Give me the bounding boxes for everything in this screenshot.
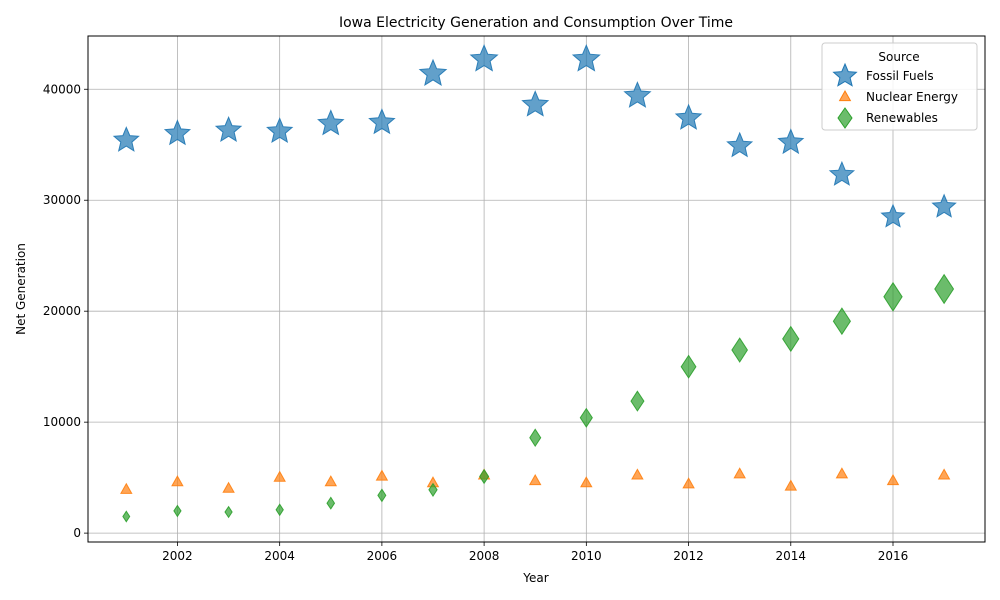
renewables-point — [579, 407, 593, 428]
fossil-fuels-point — [163, 119, 192, 146]
renewables-point — [883, 281, 903, 312]
nuclear-energy-point — [886, 473, 900, 486]
legend-label-nuclear-energy: Nuclear Energy — [866, 90, 958, 104]
legend-marker-fossil-fuels — [832, 62, 858, 87]
legend-label-fossil-fuels: Fossil Fuels — [866, 69, 934, 83]
axis-ticks: 2002 2004 2006 2008 2010 2012 2014 2016 0 10000 20… — [43, 82, 908, 563]
renewables-point — [630, 390, 645, 412]
fossil-fuels-point — [571, 43, 601, 72]
renewables-point — [275, 503, 284, 517]
renewables-point — [428, 482, 438, 498]
fossil-fuels-point — [674, 103, 703, 130]
x-tick-label: 2014 — [776, 549, 807, 563]
renewables-point — [832, 307, 851, 336]
x-axis-label: Year — [522, 571, 548, 585]
x-tick-label: 2006 — [367, 549, 398, 563]
renewables-point — [934, 273, 955, 305]
fossil-fuels-point — [368, 108, 396, 135]
fossil-fuels-point — [880, 203, 906, 228]
fossil-fuels-point — [112, 126, 140, 152]
fossil-fuels-point — [726, 131, 754, 158]
renewables-point — [377, 488, 387, 503]
nuclear-energy-point — [273, 470, 286, 482]
fossil-fuels-point — [418, 58, 448, 86]
renewables-point — [782, 325, 800, 353]
y-tick-label: 10000 — [43, 415, 81, 429]
chart-title: Iowa Electricity Generation and Consumpt… — [339, 15, 733, 31]
x-tick-label: 2016 — [878, 549, 909, 563]
legend-marker-renewables — [837, 107, 853, 129]
nuclear-energy-point — [937, 468, 951, 480]
nuclear-energy-point — [733, 467, 746, 479]
y-axis-label: Net Generation — [14, 243, 28, 335]
fossil-fuels-point — [266, 117, 294, 144]
nuclear-energy-point — [580, 476, 593, 488]
fossil-fuels-point — [469, 43, 499, 72]
nuclear-energy-point — [784, 479, 798, 491]
fossil-fuels-point — [828, 160, 856, 186]
nuclear-energy-point — [528, 473, 542, 486]
data-points — [112, 43, 957, 523]
nuclear-energy-point — [631, 468, 644, 480]
x-tick-label: 2002 — [162, 549, 193, 563]
legend: Source Fossil Fuels Nuclear Energy Renewab… — [821, 42, 978, 131]
nuclear-energy-point — [222, 481, 235, 493]
nuclear-energy-point — [835, 467, 849, 479]
legend-box — [821, 42, 978, 131]
renewables-point — [224, 505, 233, 519]
fossil-fuels-point — [777, 128, 805, 155]
legend-label-renewables: Renewables — [866, 111, 938, 125]
plot-frame — [87, 35, 986, 543]
renewables-point — [122, 510, 131, 523]
fossil-fuels-point — [931, 193, 957, 218]
nuclear-energy-point — [171, 475, 184, 487]
renewables-point — [479, 468, 490, 485]
y-tick-label: 40000 — [43, 82, 81, 96]
fossil-fuels-point — [623, 81, 652, 108]
nuclear-energy-point — [375, 469, 389, 481]
renewables-point — [731, 337, 748, 363]
renewables-point — [680, 354, 697, 379]
y-tick-label: 30000 — [43, 193, 81, 207]
legend-marker-nuclear-energy — [838, 89, 852, 102]
x-tick-label: 2008 — [469, 549, 500, 563]
fossil-fuels-point — [317, 109, 345, 136]
renewables-point — [326, 496, 336, 510]
nuclear-energy-point — [120, 482, 133, 494]
legend-title: Source — [878, 50, 919, 64]
y-tick-label: 0 — [73, 526, 81, 540]
x-tick-label: 2012 — [673, 549, 704, 563]
legend-entries: Fossil Fuels Nuclear Energy Renewables — [832, 62, 958, 129]
y-tick-label: 20000 — [43, 304, 81, 318]
nuclear-energy-point — [324, 475, 338, 487]
renewables-point — [529, 428, 542, 448]
x-tick-label: 2004 — [264, 549, 295, 563]
nuclear-energy-point — [682, 477, 695, 489]
fossil-fuels-point — [521, 90, 550, 117]
fossil-fuels-point — [214, 115, 243, 142]
renewables-point — [173, 504, 182, 518]
x-tick-label: 2010 — [571, 549, 602, 563]
